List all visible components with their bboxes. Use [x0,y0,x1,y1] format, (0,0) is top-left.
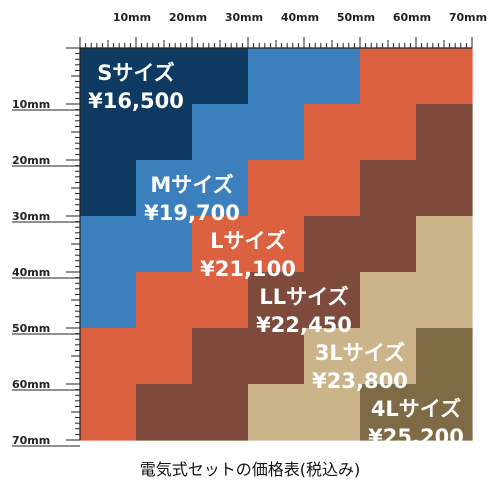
x-tick-label: 30mm [225,11,263,24]
grid-cell [192,384,249,441]
tier-price-label: ¥23,800 [312,369,408,393]
grid-cell [136,328,193,385]
y-tick-label: 10mm [12,98,50,111]
grid-cell [248,160,305,217]
y-tick-label: 60mm [12,378,50,391]
grid-cell [248,272,305,329]
grid-cell [136,104,193,161]
grid-cell [192,160,249,217]
grid-cell [304,328,361,385]
top-ruler: 10mm 20mm 30mm 40mm 50mm 60mm 70mm [79,11,487,49]
grid-cell [304,384,361,441]
grid-cell [136,160,193,217]
x-tick-label: 70mm [449,11,487,24]
y-tick-label: 70mm [12,434,50,447]
grid-cell [136,384,193,441]
y-tick-label: 30mm [12,210,50,223]
grid-cell [416,328,473,385]
x-tick-label: 40mm [281,11,319,24]
x-tick-label: 60mm [393,11,431,24]
tier-price-label: ¥21,100 [200,257,296,281]
grid-cell [416,384,473,441]
grid-cell [416,272,473,329]
grid-cell [80,104,137,161]
grid-cell [80,48,137,105]
tier-name-label: Sサイズ [97,61,175,85]
grid-cell [136,216,193,273]
grid-cell [80,384,137,441]
grid-cell [360,328,417,385]
grid-cell [192,272,249,329]
grid-cell [248,48,305,105]
tier-name-label: LLサイズ [259,285,348,309]
grid-cell [192,104,249,161]
tier-price-label: ¥19,700 [144,201,240,225]
grid-cell [360,160,417,217]
grid-cell [360,48,417,105]
grid-cell [416,160,473,217]
grid-cell [360,272,417,329]
grid-cell [80,160,137,217]
grid-cell [416,216,473,273]
y-tick-label: 20mm [12,154,50,167]
grid-cell [248,216,305,273]
tier-labels: Sサイズ ¥16,500 Mサイズ ¥19,700 Lサイズ ¥21,100 LLサイズ ¥2… [88,61,464,449]
grid-cell [360,216,417,273]
grid-cell [192,216,249,273]
x-tick-label: 50mm [337,11,375,24]
x-tick-label: 20mm [169,11,207,24]
chart-caption: 電気式セットの価格表(税込み) [139,460,361,479]
grid-cell [304,104,361,161]
grid-cell [416,104,473,161]
tier-name-label: 4Lサイズ [371,397,461,421]
tier-price-label: ¥16,500 [88,89,184,113]
x-tick-label: 10mm [113,11,151,24]
grid-cell [360,384,417,441]
grid-cell [416,48,473,105]
grid-cell [304,216,361,273]
tier-name-label: 3Lサイズ [315,341,405,365]
grid-cell [248,328,305,385]
grid-cell [136,48,193,105]
grid-cell [248,384,305,441]
size-grid [80,48,473,441]
grid-cell [192,48,249,105]
grid-cell [80,272,137,329]
grid-cell [304,272,361,329]
grid-cell [304,48,361,105]
tier-name-label: Lサイズ [210,229,286,253]
grid-cell [360,104,417,161]
grid-cell [248,104,305,161]
grid-cell [136,272,193,329]
grid-cell [80,216,137,273]
tier-price-label: ¥22,450 [256,313,352,337]
grid-cell [304,160,361,217]
left-ruler: 10mm 20mm 30mm 40mm 50mm 60mm 70mm [12,47,81,447]
y-tick-label: 50mm [12,322,50,335]
tier-name-label: Mサイズ [150,173,233,197]
grid-cell [192,328,249,385]
tier-price-label: ¥25,200 [368,425,464,449]
grid-cell [80,328,137,385]
y-tick-label: 40mm [12,266,50,279]
